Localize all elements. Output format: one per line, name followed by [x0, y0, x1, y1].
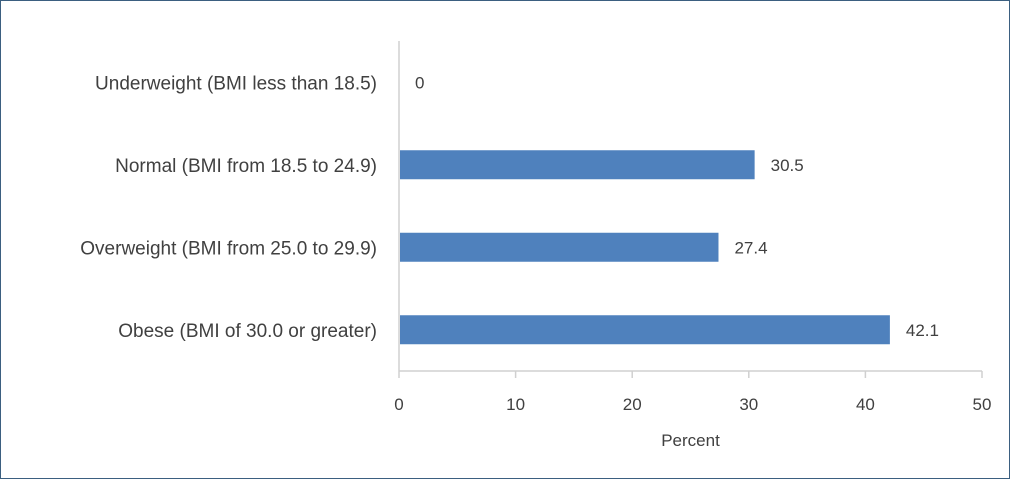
x-tick-label: 40: [856, 395, 875, 414]
bars-layer: [400, 150, 890, 345]
bar: [400, 232, 719, 262]
category-label: Normal (BMI from 18.5 to 24.9): [115, 156, 377, 177]
bar: [400, 150, 755, 180]
x-tick-label: 0: [394, 395, 403, 414]
x-tick-label: 20: [623, 395, 642, 414]
axes-layer: [398, 41, 983, 378]
x-tick-label: 10: [506, 395, 525, 414]
category-label: Underweight (BMI less than 18.5): [95, 73, 377, 94]
category-label: Overweight (BMI from 25.0 to 29.9): [80, 238, 377, 259]
x-axis-title: Percent: [661, 431, 720, 450]
x-tick-label: 30: [739, 395, 758, 414]
x-tick-label: 50: [973, 395, 992, 414]
data-label: 0: [415, 73, 424, 92]
category-label: Obese (BMI of 30.0 or greater): [118, 321, 377, 342]
data-label: 27.4: [734, 238, 767, 257]
labels-layer: 0 10 20 30 40 50 Underweight (BMI less than 18…: [80, 73, 991, 414]
data-label: 42.1: [906, 321, 939, 340]
data-label: 30.5: [771, 156, 804, 175]
bar: [400, 315, 890, 345]
